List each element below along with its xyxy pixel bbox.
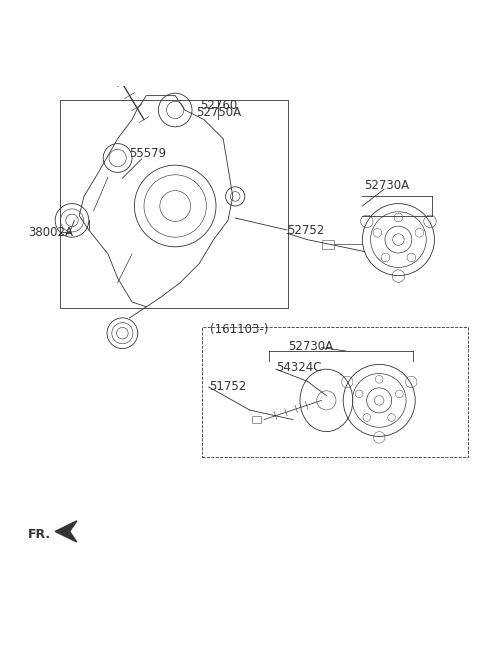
Text: 52730A: 52730A bbox=[288, 340, 333, 353]
Text: 52730A: 52730A bbox=[364, 179, 409, 192]
Bar bbox=[202, 327, 468, 456]
Text: FR.: FR. bbox=[28, 528, 51, 541]
Text: 55579: 55579 bbox=[130, 147, 167, 160]
Text: 54324C: 54324C bbox=[276, 361, 322, 374]
Text: 51752: 51752 bbox=[209, 380, 246, 393]
Text: 52750A: 52750A bbox=[196, 106, 241, 119]
Bar bbox=[322, 239, 334, 249]
Text: 52752: 52752 bbox=[287, 224, 324, 237]
Bar bbox=[60, 100, 288, 308]
Bar bbox=[252, 416, 261, 423]
Text: 52760: 52760 bbox=[200, 99, 237, 112]
Text: 38002A: 38002A bbox=[28, 226, 73, 239]
Polygon shape bbox=[55, 521, 77, 542]
Text: (161103-): (161103-) bbox=[210, 323, 269, 336]
